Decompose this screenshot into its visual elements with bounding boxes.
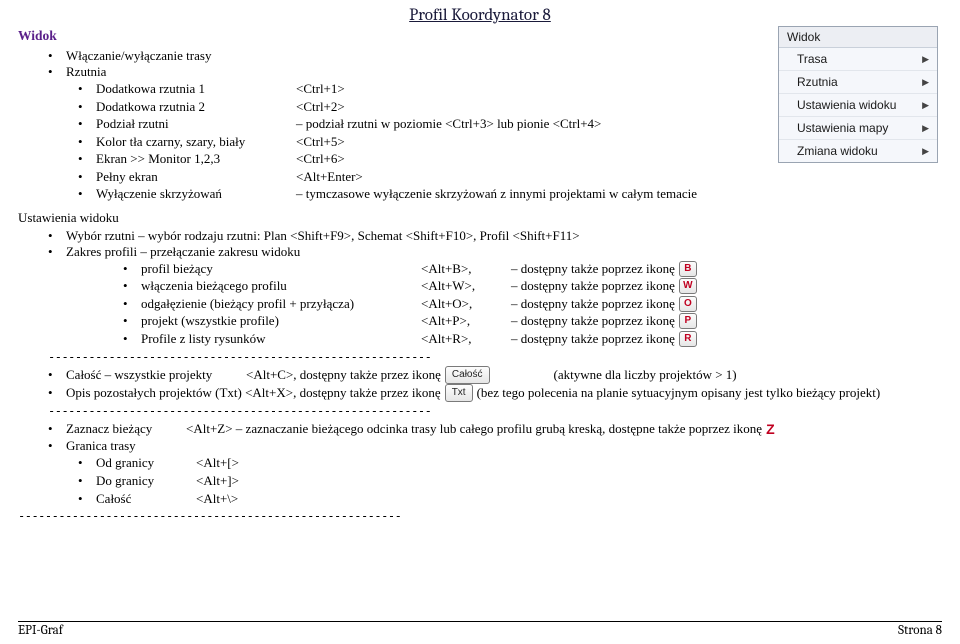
zakres-item-after: – dostępny także poprzez ikonę [511, 277, 675, 295]
granica-item-label: Od granicy [96, 454, 196, 472]
granica-item-label: Całość [96, 490, 196, 508]
block3-list: Zaznacz bieżący <Alt+Z> – zaznaczanie bi… [48, 420, 942, 455]
footer: EPI-Graf Strona 8 [18, 621, 942, 638]
zakres-item-label: odgałęzienie (bieżący profil + przyłącza… [141, 295, 421, 313]
zakres-item-shortcut: <Alt+P>, [421, 312, 511, 330]
calosc-mid: <Alt+C>, dostępny także przez ikonę [246, 366, 441, 384]
zakres-item: odgałęzienie (bieżący profil + przyłącza… [123, 295, 942, 313]
granica-label: Granica trasy [48, 438, 942, 454]
menu-item[interactable]: Ustawienia mapy ▶ [779, 117, 937, 140]
ustawienia-heading: Ustawienia widoku [18, 210, 942, 226]
separator: ----------------------------------------… [48, 350, 942, 364]
zakres-item-label: projekt (wszystkie profile) [141, 312, 421, 330]
opis-pre: Opis pozostałych projektów (Txt) <Alt+X>… [66, 384, 441, 402]
ustawienia-top: Wybór rzutni – wybór rodzaju rzutni: Pla… [48, 228, 942, 260]
granica-item: Od granicy<Alt+[> [78, 454, 942, 472]
zakres-item-label: profil bieżący [141, 260, 421, 278]
granica-item-label: Do granicy [96, 472, 196, 490]
rzutnia-item-shortcut: – tymczasowe wyłączenie skrzyżowań z inn… [296, 185, 697, 203]
granica-item-shortcut: <Alt+[> [196, 454, 239, 472]
calosc-post: (aktywne dla liczby projektów > 1) [554, 366, 737, 384]
opis-row: Opis pozostałych projektów (Txt) <Alt+X>… [48, 384, 942, 402]
letter-icon[interactable]: P [679, 313, 697, 329]
letter-icon[interactable]: O [679, 296, 697, 312]
zaznacz-label: Zaznacz bieżący [66, 420, 186, 438]
chevron-right-icon: ▶ [922, 54, 929, 65]
zakres-item-after: – dostępny także poprzez ikonę [511, 312, 675, 330]
menu-item-label: Rzutnia [797, 75, 838, 89]
menu-item-label: Trasa [797, 52, 827, 66]
menu-item-label: Zmiana widoku [797, 144, 878, 158]
chevron-right-icon: ▶ [922, 146, 929, 157]
menu-item[interactable]: Trasa ▶ [779, 48, 937, 71]
menu-item[interactable]: Rzutnia ▶ [779, 71, 937, 94]
separator-3: ----------------------------------------… [18, 509, 942, 523]
zakres-item-label: Profile z listy rysunków [141, 330, 421, 348]
menu-item-label: Ustawienia widoku [797, 98, 896, 112]
page-title: Profil Koordynator 8 [18, 6, 942, 25]
zakres-item-shortcut: <Alt+W>, [421, 277, 511, 295]
zakres-item: włączenia bieżącego profilu<Alt+W>,– dos… [123, 277, 942, 295]
zakres-item: Profile z listy rysunków<Alt+R>,– dostęp… [123, 330, 942, 348]
rzutnia-item-shortcut: <Ctrl+1> [296, 80, 345, 98]
menu-panel: Widok Trasa▶Rzutnia▶Ustawienia widoku▶Us… [778, 26, 938, 163]
rzutnia-item: Pełny ekran<Alt+Enter> [78, 168, 942, 186]
rzutnia-item: Wyłączenie skrzyżowań– tymczasowe wyłącz… [78, 185, 942, 203]
chevron-right-icon: ▶ [922, 123, 929, 134]
menu-item[interactable]: Zmiana widoku ▶ [779, 140, 937, 162]
ust-wyborrzutni: Wybór rzutni – wybór rodzaju rzutni: Pla… [48, 228, 942, 244]
calosc-pre: Całość – wszystkie projekty [66, 366, 246, 384]
letter-icon[interactable]: R [679, 331, 697, 347]
calosc-button[interactable]: Całość [445, 366, 490, 384]
footer-left: EPI-Graf [18, 623, 63, 638]
zakres-item: projekt (wszystkie profile)<Alt+P>,– dos… [123, 312, 942, 330]
chevron-right-icon: ▶ [922, 77, 929, 88]
zakres-item: profil bieżący<Alt+B>,– dostępny także p… [123, 260, 942, 278]
granica-item-shortcut: <Alt+\> [196, 490, 238, 508]
separator-2: ----------------------------------------… [48, 404, 942, 418]
rzutnia-item-label: Ekran >> Monitor 1,2,3 [96, 150, 296, 168]
menu-item-label: Ustawienia mapy [797, 121, 888, 135]
footer-right: Strona 8 [898, 623, 942, 638]
rzutnia-item-shortcut: <Alt+Enter> [296, 168, 363, 186]
zakres-item-after: – dostępny także poprzez ikonę [511, 260, 675, 278]
rzutnia-item-label: Podział rzutni [96, 115, 296, 133]
rzutnia-item-label: Dodatkowa rzutnia 1 [96, 80, 296, 98]
z-icon[interactable]: Z [766, 420, 775, 439]
rzutnia-item-label: Dodatkowa rzutnia 2 [96, 98, 296, 116]
granica-item-shortcut: <Alt+]> [196, 472, 239, 490]
rzutnia-item-shortcut: <Ctrl+5> [296, 133, 345, 151]
granica-item: Do granicy<Alt+]> [78, 472, 942, 490]
rzutnia-item-shortcut: <Ctrl+6> [296, 150, 345, 168]
zakres-item-label: włączenia bieżącego profilu [141, 277, 421, 295]
rzutnia-item-shortcut: – podział rzutni w poziomie <Ctrl+3> lub… [296, 115, 601, 133]
chevron-right-icon: ▶ [922, 100, 929, 111]
rzutnia-item-label: Pełny ekran [96, 168, 296, 186]
ust-zakres: Zakres profili – przełączanie zakresu wi… [48, 244, 942, 260]
zaznacz-row: Zaznacz bieżący <Alt+Z> – zaznaczanie bi… [48, 420, 942, 439]
zakres-item-shortcut: <Alt+O>, [421, 295, 511, 313]
rzutnia-item-shortcut: <Ctrl+2> [296, 98, 345, 116]
menu-title: Widok [779, 27, 937, 48]
zakres-item-shortcut: <Alt+R>, [421, 330, 511, 348]
zakres-item-after: – dostępny także poprzez ikonę [511, 330, 675, 348]
letter-icon[interactable]: W [679, 278, 697, 294]
txt-button[interactable]: Txt [445, 384, 473, 402]
zakres-list: profil bieżący<Alt+B>,– dostępny także p… [123, 260, 942, 348]
block2-list: Całość – wszystkie projekty <Alt+C>, dos… [48, 366, 942, 402]
opis-post: (bez tego polecenia na planie sytuacyjny… [477, 384, 881, 402]
zakres-item-shortcut: <Alt+B>, [421, 260, 511, 278]
menu-item[interactable]: Ustawienia widoku ▶ [779, 94, 937, 117]
granica-item: Całość<Alt+\> [78, 490, 942, 508]
rzutnia-item-label: Kolor tła czarny, szary, biały [96, 133, 296, 151]
zaznacz-text: <Alt+Z> – zaznaczanie bieżącego odcinka … [186, 420, 762, 438]
rzutnia-item-label: Wyłączenie skrzyżowań [96, 185, 296, 203]
zakres-item-after: – dostępny także poprzez ikonę [511, 295, 675, 313]
letter-icon[interactable]: B [679, 261, 697, 277]
granica-list: Od granicy<Alt+[>Do granicy<Alt+]>Całość… [78, 454, 942, 507]
calosc-row: Całość – wszystkie projekty <Alt+C>, dos… [48, 366, 942, 384]
